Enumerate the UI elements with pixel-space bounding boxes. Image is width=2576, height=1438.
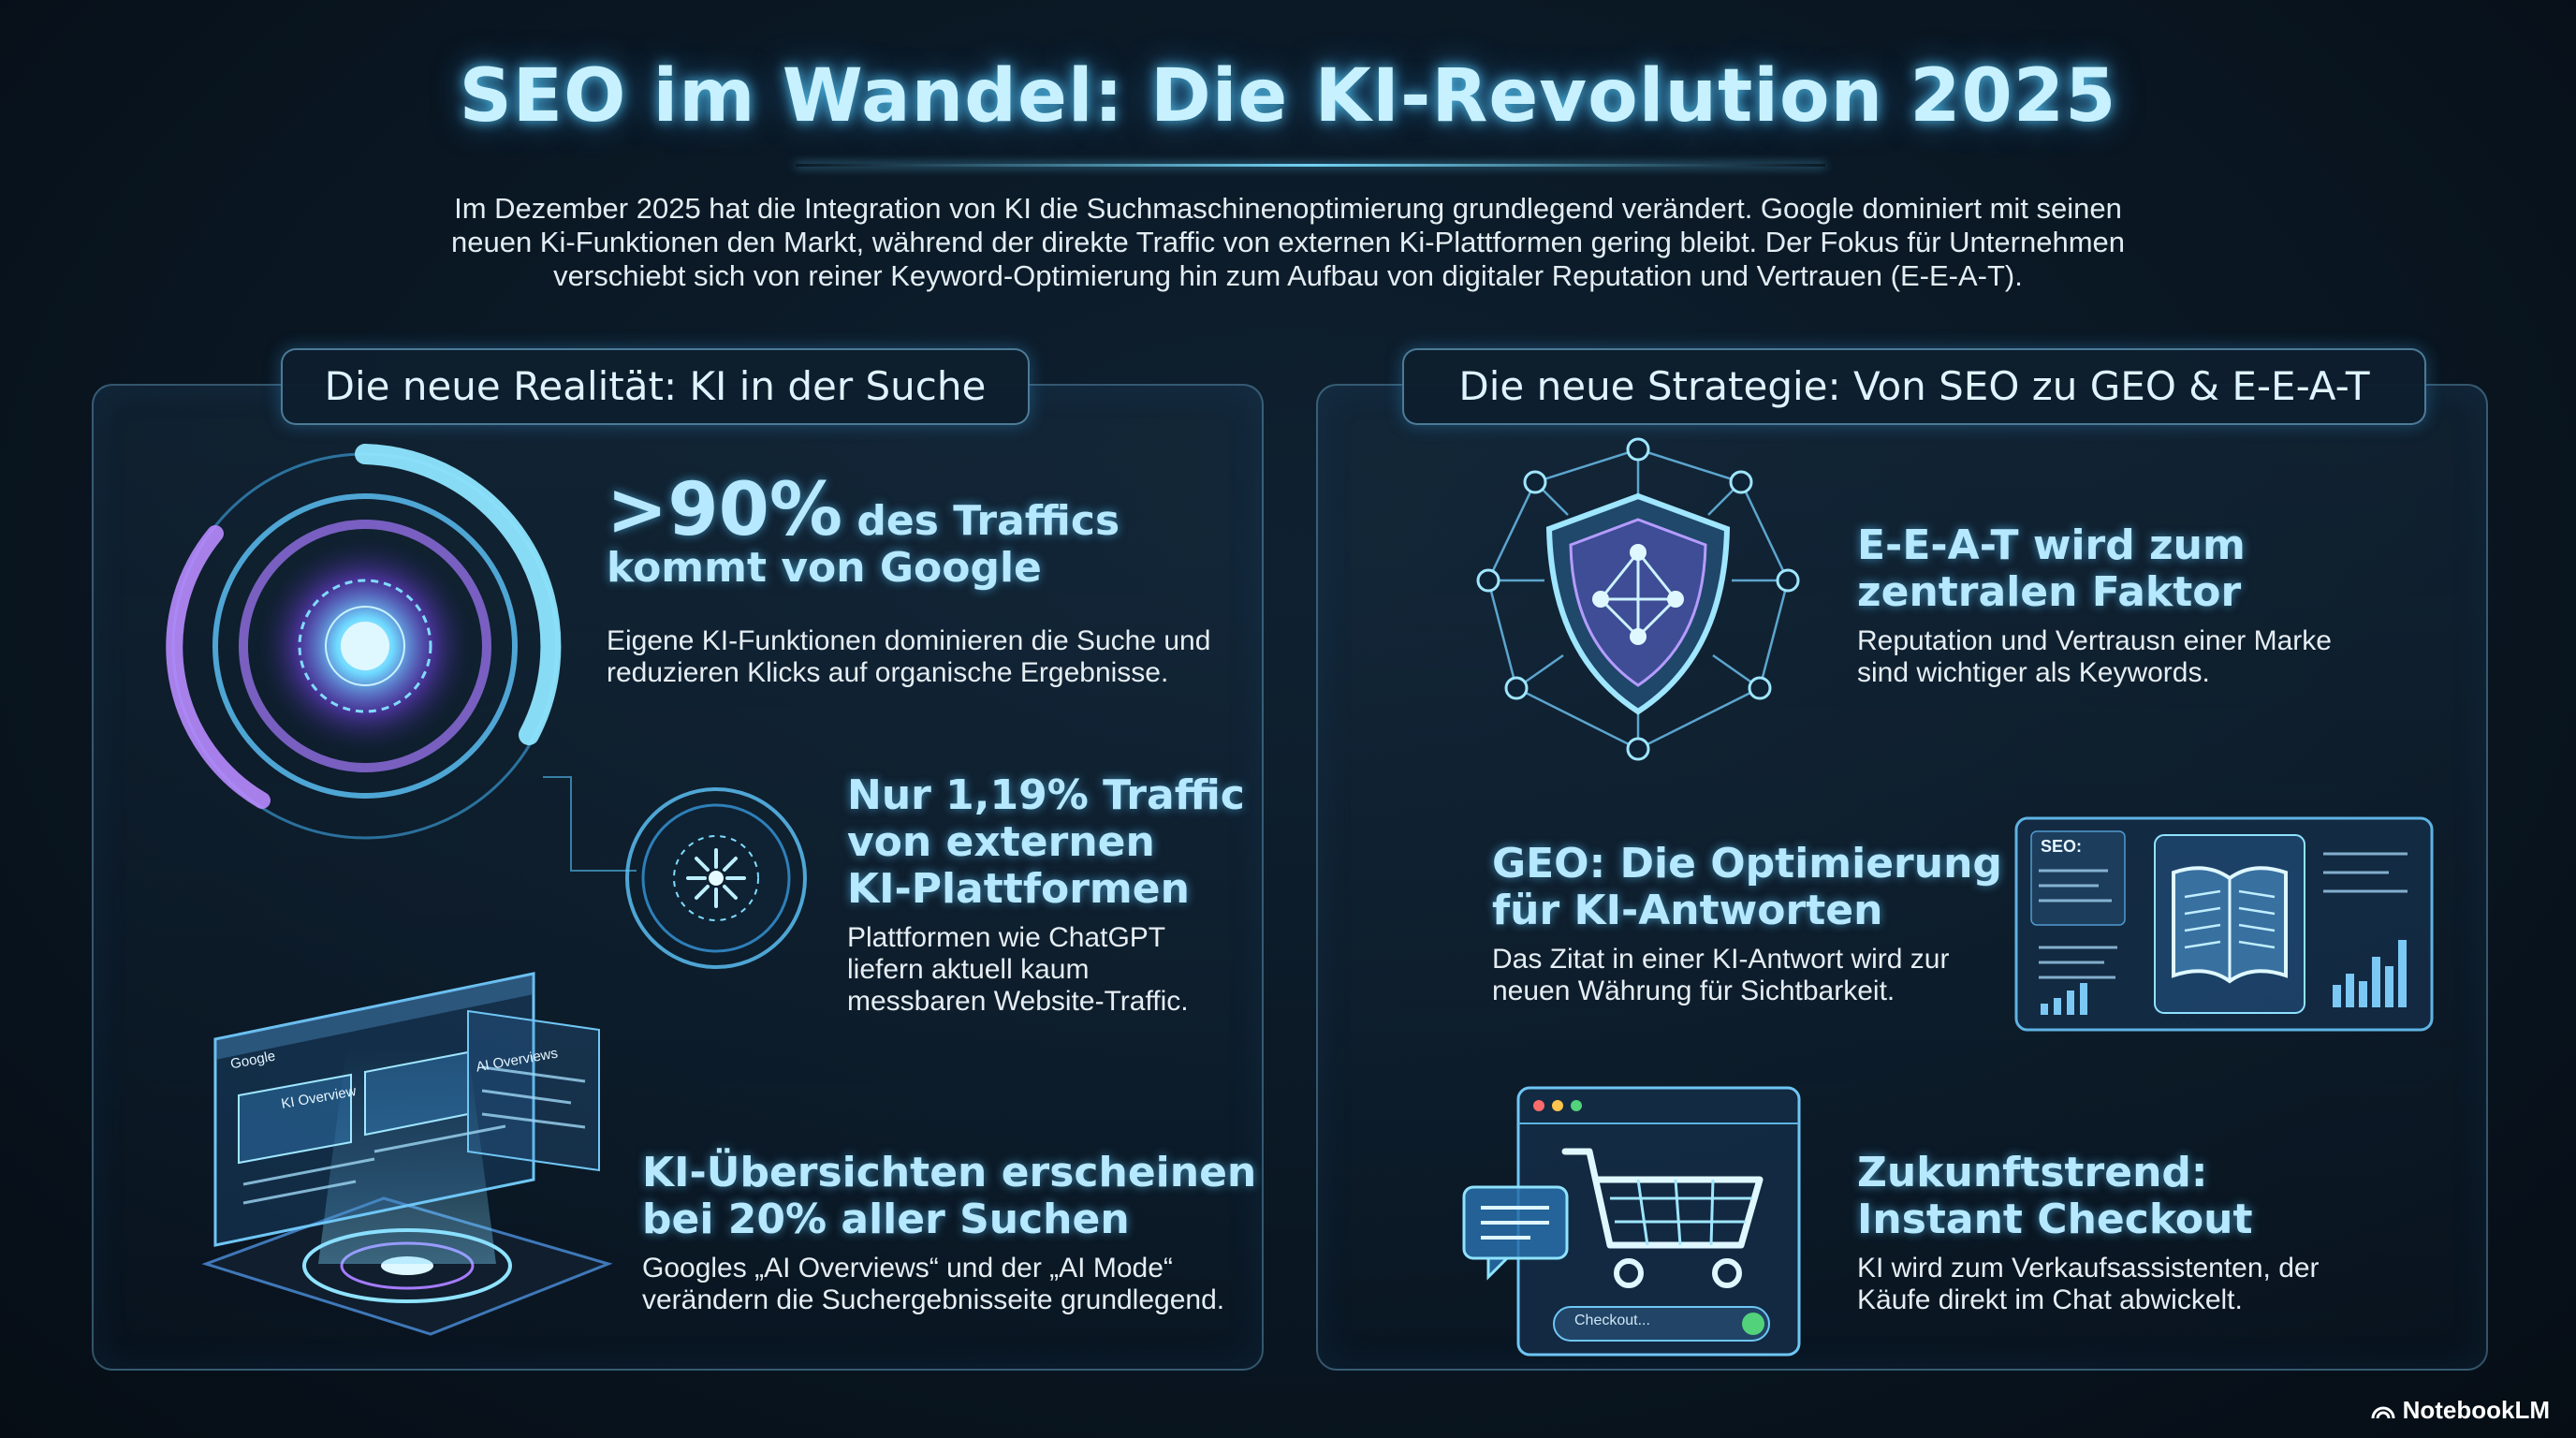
title-divider <box>796 164 1825 167</box>
shopping-cart-window-illustration <box>1462 1086 1801 1357</box>
geo-title-line2: für KI-Antworten <box>1492 887 1883 934</box>
stat-google-value: >90% <box>607 468 843 552</box>
stat-overviews-title-line1: KI-Übersichten erscheinen <box>642 1149 1257 1196</box>
geo-title-line1: GEO: Die Optimierung <box>1492 840 2002 888</box>
hologram-browser-illustration <box>201 972 613 1336</box>
stat-overviews-desc: Googles „AI Overviews“ und der „AI Mode“… <box>642 1253 1225 1315</box>
radial-target-icon <box>166 444 562 840</box>
stat-external-title-line1: Nur 1,19% Traffic <box>847 771 1245 819</box>
ai-answer-dashboard-illustration <box>2014 816 2434 1032</box>
checkout-input-placeholder: Checkout... <box>1574 1313 1650 1328</box>
brand-badge: NotebookLM <box>2371 1396 2550 1425</box>
stat-external-title-line2: von externen <box>847 818 1155 866</box>
brand-name: NotebookLM <box>2402 1396 2550 1424</box>
dashboard-seo-label: SEO: <box>2041 837 2083 856</box>
stat-external-desc: Plattformen wie ChatGPT liefern aktuell … <box>847 922 1189 1017</box>
checkout-desc: KI wird zum Verkaufsassistenten, der Käu… <box>1857 1253 2320 1315</box>
stat-overviews-title: KI-Übersichten erscheinen bei 20% aller … <box>642 1150 1256 1243</box>
checkout-title-line2: Instant Checkout <box>1857 1196 2253 1243</box>
eeat-title-line2: zentralen Faktor <box>1857 568 2242 616</box>
eeat-title-line1: E-E-A-T wird zum <box>1857 521 2246 569</box>
notebooklm-logo-icon <box>2371 1406 2395 1418</box>
left-panel-heading: Die neue Realität: KI in der Suche <box>281 348 1030 425</box>
eeat-desc: Reputation und Vertrausn einer Marke sin… <box>1857 625 2332 688</box>
stat-google-desc: Eigene KI-Funktionen dominieren die Such… <box>607 625 1211 688</box>
intro-text: Im Dezember 2025 hat die Integration von… <box>450 192 2125 292</box>
shield-network-icon <box>1476 437 1800 761</box>
stat-google-title: >90% des Traffics kommt von Google <box>607 474 1120 592</box>
eeat-title: E-E-A-T wird zum zentralen Faktor <box>1857 522 2246 616</box>
geo-desc: Das Zitat in einer KI-Antwort wird zur n… <box>1492 944 1950 1006</box>
checkout-title: Zukunftstrend: Instant Checkout <box>1857 1150 2253 1243</box>
page-title: SEO im Wandel: Die KI-Revolution 2025 <box>459 54 2117 139</box>
connector-line <box>543 776 637 872</box>
geo-title: GEO: Die Optimierung für KI-Antworten <box>1492 841 2002 934</box>
right-panel-heading: Die neue Strategie: Von SEO zu GEO & E-E… <box>1402 348 2426 425</box>
stat-google-title-line2: kommt von Google <box>607 544 1042 592</box>
stat-overviews-title-line2: bei 20% aller Suchen <box>642 1196 1130 1243</box>
stat-external-title: Nur 1,19% Traffic von externen KI-Plattf… <box>847 772 1245 913</box>
ai-platform-icon <box>625 787 807 969</box>
stat-external-title-line3: KI-Plattformen <box>847 865 1190 913</box>
checkout-title-line1: Zukunftstrend: <box>1857 1149 2208 1196</box>
stat-google-title-rest: des Traffics <box>842 497 1120 545</box>
